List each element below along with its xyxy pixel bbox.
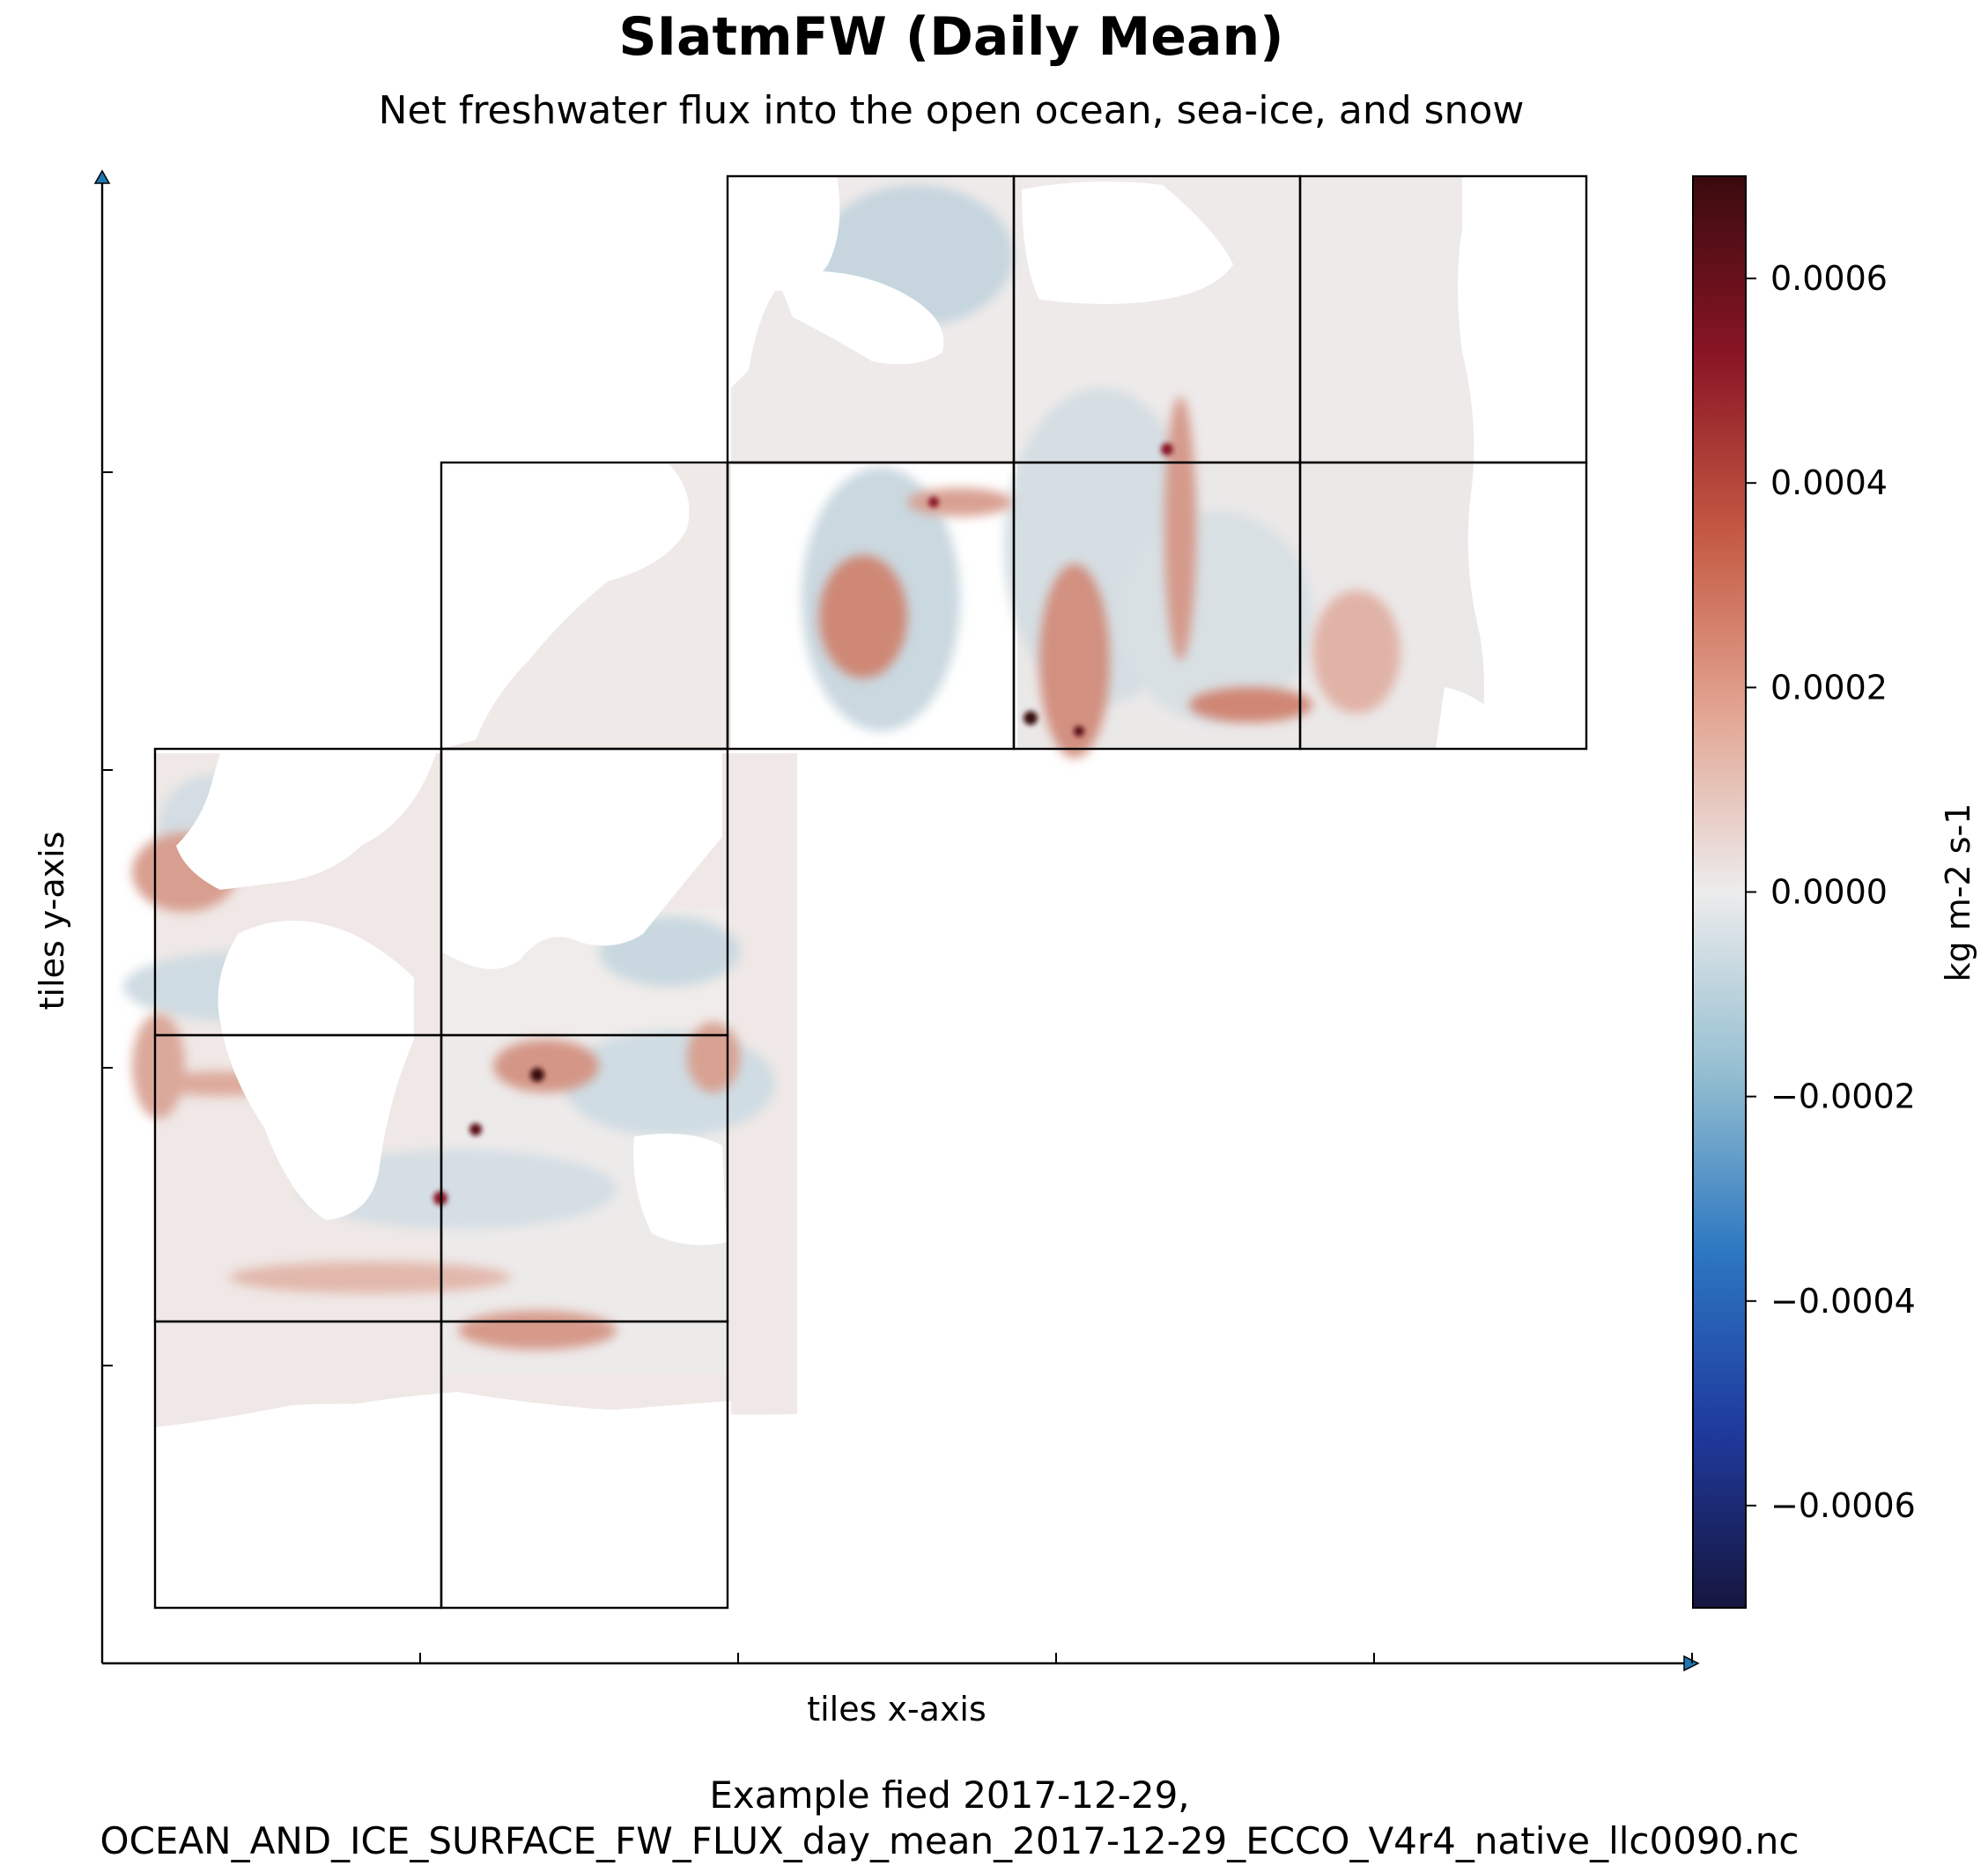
colorbar-gradient	[1692, 175, 1747, 1609]
high-flux-spot	[530, 1068, 544, 1082]
high-flux-spot	[1074, 726, 1084, 737]
colorbar-tick-label: 0.0006	[1770, 259, 1888, 298]
chart-title: SIatmFW (Daily Mean)	[618, 6, 1283, 68]
positive-flux-band	[1164, 396, 1196, 661]
tile-border	[1298, 174, 1588, 464]
positive-flux-band	[132, 1013, 185, 1119]
footer-line-2: OCEAN_AND_ICE_SURFACE_FW_FLUX_day_mean_2…	[100, 1819, 1800, 1862]
x-ticks	[419, 1653, 1693, 1663]
chart-subtitle: Net freshwater flux into the open ocean,…	[379, 88, 1525, 133]
positive-flux-band	[1312, 590, 1400, 714]
colorbar-tick-label: 0.0000	[1770, 873, 1888, 912]
footer-line-1: Example fied 2017-12-29,	[709, 1773, 1189, 1817]
y-axis-label: tiles y-axis	[33, 832, 71, 1011]
positive-flux-band	[458, 1311, 617, 1350]
high-flux-spot	[1024, 711, 1038, 725]
colorbar-label: kg m-2 s-1	[1939, 803, 1977, 982]
high-flux-spot	[1161, 443, 1173, 455]
colorbar-tick-label: 0.0002	[1770, 668, 1888, 707]
positive-flux-band	[907, 488, 1013, 516]
colorbar-ticks: 0.0006 0.0004 0.0002 0.0000 −0.0002 −0.0004 −0…	[1746, 259, 1916, 1525]
high-flux-spot	[469, 1123, 482, 1136]
land-mask	[1436, 687, 1515, 749]
land-mask	[440, 753, 722, 969]
land-mask	[731, 464, 771, 749]
land-mask	[218, 921, 414, 1220]
colorbar-tick-label: 0.0004	[1770, 463, 1888, 502]
axes	[93, 169, 1700, 1672]
y-ticks	[102, 471, 113, 1366]
land-mask	[633, 1133, 727, 1246]
colorbar-tick-label: −0.0004	[1770, 1282, 1916, 1321]
colorbar-tick-label: −0.0006	[1770, 1486, 1916, 1525]
positive-flux-band	[493, 1040, 599, 1092]
land-mask	[155, 1401, 731, 1608]
colorbar: 0.0006 0.0004 0.0002 0.0000 −0.0002 −0.0004 −0…	[1692, 175, 1977, 1609]
negative-flux-patch	[564, 1031, 775, 1136]
y-axis-arrow	[93, 169, 111, 184]
tile-grid	[153, 174, 1588, 1610]
x-axis-label: tiles x-axis	[807, 1690, 987, 1729]
heatmap-field	[123, 176, 1590, 1608]
land-mask	[1022, 181, 1233, 304]
positive-flux-band	[1189, 687, 1312, 722]
land-mask	[775, 270, 944, 365]
positive-flux-band	[819, 555, 907, 678]
land-mask	[176, 753, 436, 890]
land-mask	[440, 464, 690, 749]
high-flux-spot	[928, 497, 939, 507]
colorbar-tick-label: −0.0002	[1770, 1077, 1916, 1116]
positive-flux-band	[687, 1022, 740, 1092]
positive-flux-band	[1039, 564, 1110, 758]
positive-flux-band	[229, 1262, 511, 1293]
